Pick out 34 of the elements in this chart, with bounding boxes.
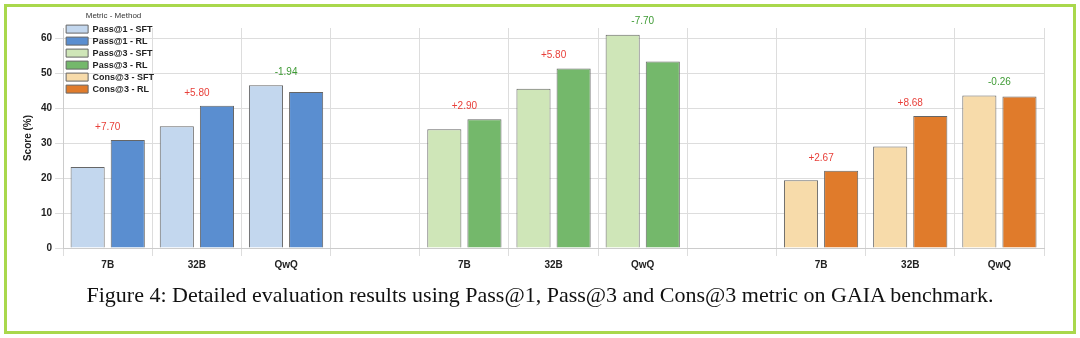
legend-title: Metric - Method bbox=[85, 11, 142, 21]
x-tick-label: 7B bbox=[101, 258, 115, 270]
text: -7.70 bbox=[631, 15, 655, 27]
x-tick-label: 7B bbox=[457, 258, 471, 270]
y-tick-label: 40 bbox=[41, 102, 53, 114]
annotation: +7.70 bbox=[95, 120, 121, 132]
legend-label: Pass@1 - RL bbox=[92, 35, 148, 46]
legend-label: Cons@3 - SFT bbox=[92, 71, 155, 82]
y-tick-label: 50 bbox=[41, 67, 53, 79]
caption: Figure 4: Detailed evaluation results using Pass@1, Pass@3 and Cons@3 metric on GAIA benchmark. bbox=[85, 282, 995, 308]
x-tick-label: QwQ bbox=[274, 258, 298, 270]
y-axis-title: Score (%) bbox=[21, 114, 33, 162]
x-tick-label: 32B bbox=[544, 258, 563, 270]
annotation: +5.80 bbox=[540, 49, 567, 61]
annotation: +5.80 bbox=[184, 86, 210, 98]
y-tick-label: 60 bbox=[41, 32, 53, 44]
x-tick-label: 32B bbox=[901, 258, 920, 270]
annotation: +2.90 bbox=[451, 99, 478, 111]
y-tick-label: 10 bbox=[41, 206, 53, 218]
y-tick-label: 30 bbox=[41, 136, 53, 148]
annotation: -0.26 bbox=[988, 76, 1012, 88]
y-tick-label: 0 bbox=[46, 241, 53, 253]
annotation: +8.68 bbox=[897, 96, 924, 108]
x-tick-label: QwQ bbox=[631, 258, 655, 270]
x-tick-label: 7B bbox=[814, 258, 828, 270]
x-tick-label: 32B bbox=[187, 258, 207, 270]
y-tick-label: 20 bbox=[41, 171, 53, 183]
legend-label: Pass@3 - RL bbox=[92, 59, 148, 70]
x-tick-label: QwQ bbox=[987, 258, 1012, 270]
legend-label: Cons@3 - RL bbox=[92, 83, 150, 94]
legend-label: Pass@3 - SFT bbox=[92, 47, 153, 58]
legend-label: Pass@1 - SFT bbox=[92, 23, 153, 34]
annotation: -1.94 bbox=[274, 66, 298, 78]
annotation: +2.67 bbox=[808, 151, 835, 163]
